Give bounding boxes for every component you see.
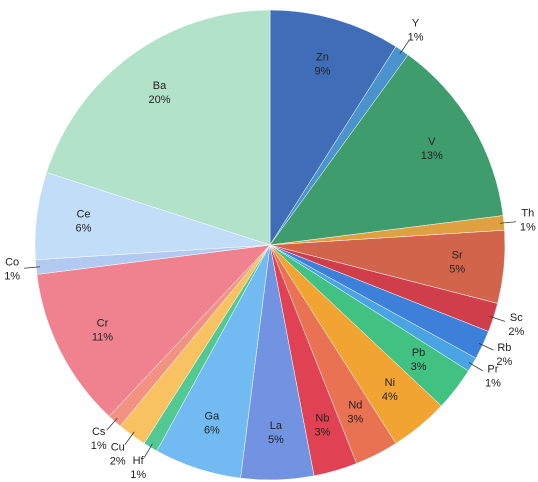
leader-line — [106, 418, 118, 431]
slice-value: 3% — [347, 413, 363, 425]
slice-label: Pb — [412, 347, 425, 359]
slice-label: Cr — [97, 317, 109, 329]
leader-line — [499, 221, 516, 224]
slice-label: Th — [521, 208, 534, 220]
slice-value: 6% — [76, 222, 92, 234]
slice-value: 3% — [411, 361, 427, 373]
leader-line — [399, 40, 410, 55]
leader-line — [468, 362, 483, 372]
slice-value: 1% — [408, 32, 424, 44]
slice-label: Ba — [153, 80, 167, 92]
slice-label: Ga — [205, 411, 221, 423]
slice-value: 5% — [449, 264, 465, 276]
leader-line — [143, 443, 153, 458]
slice-label: Ni — [385, 377, 395, 389]
leader-line — [24, 266, 41, 269]
slice-label: Co — [5, 256, 19, 268]
slice-value: 6% — [204, 425, 220, 437]
slice-value: 1% — [130, 469, 146, 481]
slice-label: Hf — [133, 455, 145, 467]
pie-slice — [36, 244, 271, 417]
slice-label: Ce — [76, 208, 90, 220]
slice-value: 3% — [314, 426, 330, 438]
slice-label: Y — [412, 18, 420, 30]
slice-value: 5% — [268, 434, 284, 446]
slice-value: 1% — [4, 270, 20, 282]
slice-label: V — [428, 136, 436, 148]
slice-value: 9% — [314, 65, 330, 77]
pie-slice — [269, 54, 504, 246]
slice-label: Cu — [111, 441, 125, 453]
slice-value: 2% — [110, 455, 126, 467]
slice-label: Cs — [92, 426, 106, 438]
pie-slice — [46, 9, 271, 246]
slice-label: Zn — [316, 51, 329, 63]
slice-value: 13% — [421, 150, 443, 162]
slice-value: 1% — [485, 378, 501, 390]
leader-line — [124, 431, 135, 446]
slice-value: 20% — [148, 94, 170, 106]
slice-label: Sr — [452, 250, 463, 262]
slice-value: 11% — [92, 331, 113, 343]
slice-label: La — [270, 420, 283, 432]
pie-slice — [269, 9, 397, 246]
slice-label: Rb — [497, 342, 511, 354]
leader-line — [489, 316, 506, 322]
slice-value: 1% — [91, 440, 107, 452]
slice-value: 4% — [382, 391, 398, 403]
slice-value: 2% — [508, 326, 524, 338]
slice-label: Sc — [510, 312, 523, 324]
slice-value: 2% — [496, 356, 512, 368]
leader-line — [478, 342, 494, 351]
slice-value: 1% — [520, 222, 536, 234]
slice-label: Nd — [348, 399, 362, 411]
slice-label: Nb — [315, 412, 329, 424]
slice-label: Pr — [487, 364, 498, 376]
